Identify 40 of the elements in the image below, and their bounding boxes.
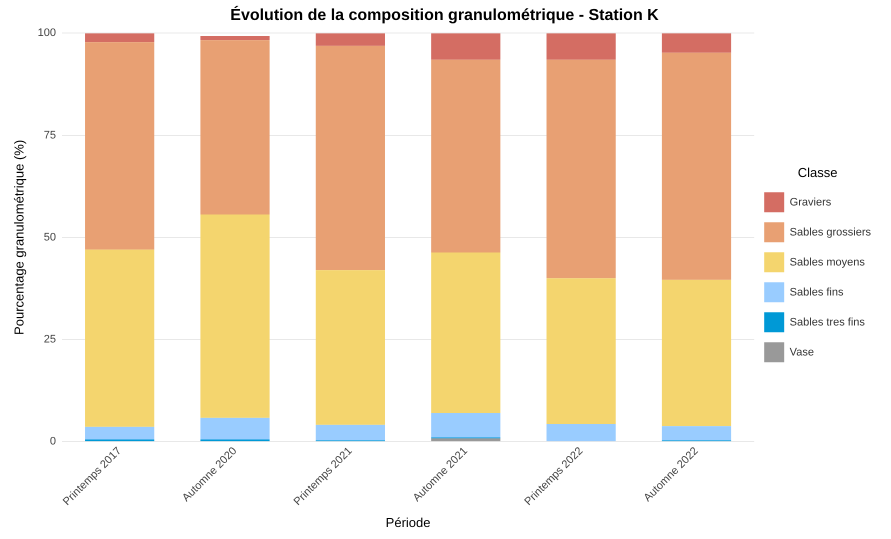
chart-title: Évolution de la composition granulométrique - Station K (230, 5, 660, 24)
legend-label: Sables fins (790, 286, 844, 298)
legend-label: Sables tres fins (790, 316, 866, 328)
y-axis-title: Pourcentage granulométrique (%) (11, 140, 26, 335)
bar (200, 40, 270, 215)
bar (546, 424, 616, 442)
bar (431, 60, 500, 253)
bar (431, 33, 500, 60)
bar (316, 46, 385, 270)
bar (200, 36, 270, 40)
bar (431, 252, 500, 413)
legend-label: Sables moyens (790, 256, 866, 268)
bar (85, 42, 154, 250)
bar (316, 33, 385, 46)
bar (200, 214, 270, 418)
y-tick-label: 50 (44, 231, 56, 244)
bar (662, 426, 732, 440)
bar (85, 426, 154, 440)
bar (316, 270, 385, 425)
bar (431, 413, 500, 438)
legend-label: Vase (790, 346, 814, 358)
legend-label: Sables grossiers (790, 226, 872, 238)
y-tick-label: 75 (44, 129, 56, 142)
bar (200, 418, 270, 440)
y-tick-label: 25 (44, 334, 56, 346)
bar (85, 250, 154, 427)
legend-label: Graviers (790, 196, 832, 208)
bar (546, 33, 616, 60)
bar (662, 52, 732, 280)
x-axis-title: Période (386, 514, 430, 530)
legend-title: Classe (798, 164, 838, 180)
bar (85, 33, 154, 42)
bar (431, 438, 500, 442)
bar (662, 280, 732, 426)
y-tick-label: 0 (50, 436, 56, 448)
bar (546, 278, 616, 424)
bar (546, 60, 616, 278)
bar (316, 424, 385, 440)
bar (662, 33, 732, 53)
y-tick-label: 100 (38, 27, 56, 40)
